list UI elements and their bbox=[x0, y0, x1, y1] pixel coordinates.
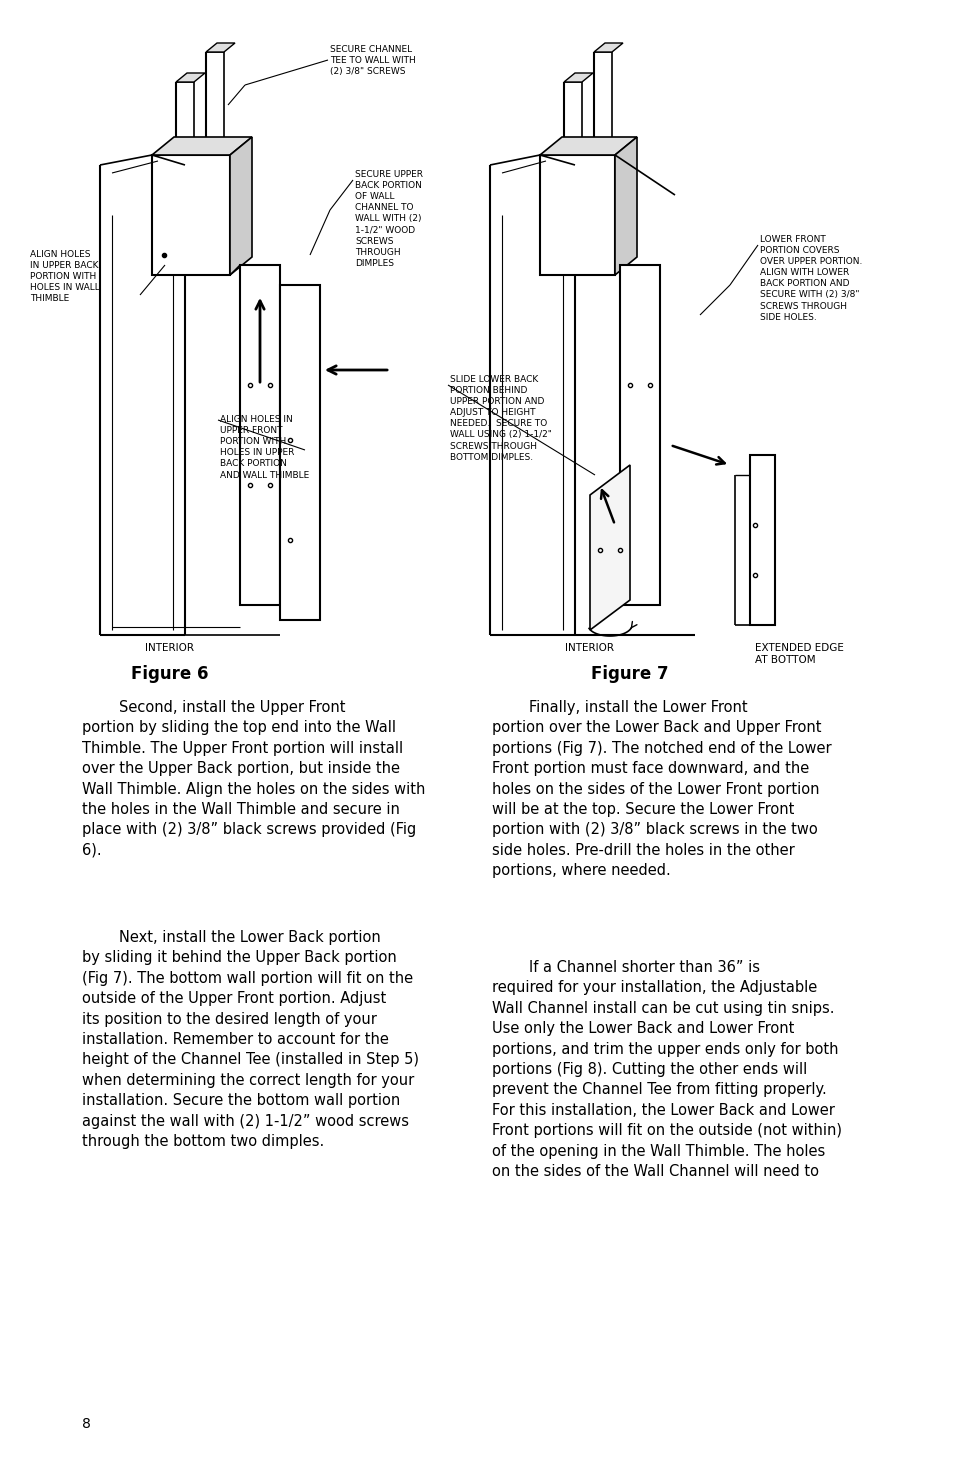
Polygon shape bbox=[206, 43, 234, 52]
Polygon shape bbox=[615, 137, 637, 274]
Text: ALIGN HOLES IN
UPPER FRONT
PORTION WITH
HOLES IN UPPER
BACK PORTION
AND WALL THI: ALIGN HOLES IN UPPER FRONT PORTION WITH … bbox=[220, 414, 309, 479]
Polygon shape bbox=[589, 465, 629, 630]
Text: Figure 7: Figure 7 bbox=[591, 665, 668, 683]
Polygon shape bbox=[152, 155, 230, 274]
Text: Figure 6: Figure 6 bbox=[132, 665, 209, 683]
Polygon shape bbox=[749, 454, 774, 625]
Polygon shape bbox=[280, 285, 319, 620]
Polygon shape bbox=[619, 266, 659, 605]
Text: INTERIOR: INTERIOR bbox=[565, 643, 614, 653]
Polygon shape bbox=[152, 137, 252, 155]
Polygon shape bbox=[240, 266, 280, 605]
Text: If a Channel shorter than 36” is
required for your installation, the Adjustable
: If a Channel shorter than 36” is require… bbox=[492, 960, 841, 1179]
Circle shape bbox=[560, 199, 593, 232]
Polygon shape bbox=[594, 43, 622, 52]
Text: SLIDE LOWER BACK
PORTION BEHIND
UPPER PORTION AND
ADJUST TO HEIGHT
NEEDED.  SECU: SLIDE LOWER BACK PORTION BEHIND UPPER PO… bbox=[450, 375, 551, 462]
Polygon shape bbox=[539, 155, 615, 274]
Polygon shape bbox=[175, 72, 205, 83]
Text: SECURE UPPER
BACK PORTION
OF WALL
CHANNEL TO
WALL WITH (2)
1-1/2" WOOD
SCREWS
TH: SECURE UPPER BACK PORTION OF WALL CHANNE… bbox=[355, 170, 422, 268]
Text: ALIGN HOLES
IN UPPER BACK
PORTION WITH
HOLES IN WALL
THIMBLE: ALIGN HOLES IN UPPER BACK PORTION WITH H… bbox=[30, 249, 100, 304]
Text: 8: 8 bbox=[82, 1417, 91, 1431]
Polygon shape bbox=[230, 137, 252, 274]
Text: EXTENDED EDGE
AT BOTTOM: EXTENDED EDGE AT BOTTOM bbox=[754, 643, 843, 665]
Circle shape bbox=[174, 199, 207, 232]
Text: Next, install the Lower Back portion
by sliding it behind the Upper Back portion: Next, install the Lower Back portion by … bbox=[82, 931, 418, 1149]
Text: Second, install the Upper Front
portion by sliding the top end into the Wall
Thi: Second, install the Upper Front portion … bbox=[82, 701, 425, 858]
Text: Finally, install the Lower Front
portion over the Lower Back and Upper Front
por: Finally, install the Lower Front portion… bbox=[492, 701, 831, 878]
Polygon shape bbox=[539, 137, 637, 155]
Text: SECURE CHANNEL
TEE TO WALL WITH
(2) 3/8" SCREWS: SECURE CHANNEL TEE TO WALL WITH (2) 3/8"… bbox=[330, 46, 416, 77]
Polygon shape bbox=[563, 72, 593, 83]
Text: INTERIOR: INTERIOR bbox=[146, 643, 194, 653]
Text: LOWER FRONT
PORTION COVERS
OVER UPPER PORTION.
ALIGN WITH LOWER
BACK PORTION AND: LOWER FRONT PORTION COVERS OVER UPPER PO… bbox=[760, 235, 862, 322]
